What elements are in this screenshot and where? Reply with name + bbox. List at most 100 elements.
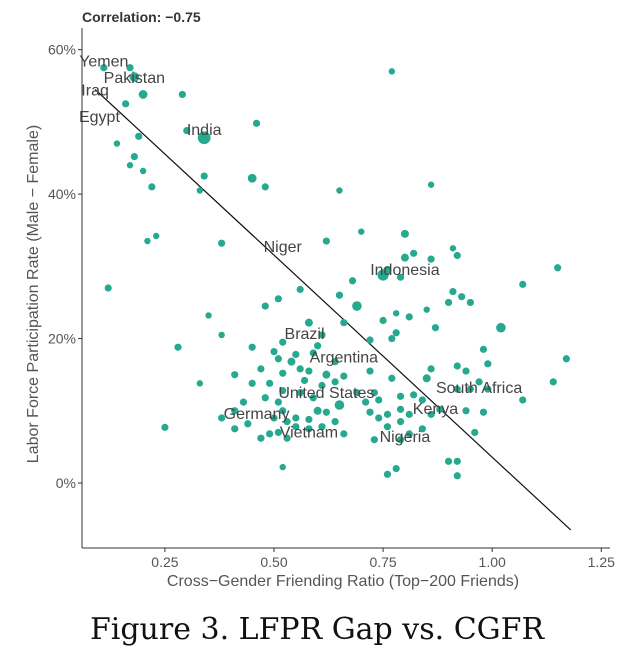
data-point (296, 365, 304, 373)
data-point (466, 385, 474, 393)
x-ticks-group: 0.25 0.50 0.75 1.00 1.25 (151, 548, 615, 570)
data-point (358, 228, 365, 235)
data-point (274, 398, 282, 406)
data-point (129, 72, 140, 82)
data-point (396, 436, 405, 444)
data-point (313, 406, 322, 415)
data-point (340, 372, 348, 380)
country-label: Indonesia (370, 262, 439, 279)
data-point (331, 418, 339, 426)
data-point (331, 358, 339, 366)
data-point (122, 100, 130, 108)
data-point (283, 434, 291, 442)
data-point (247, 173, 257, 183)
data-point (471, 428, 479, 437)
data-point (126, 64, 134, 72)
data-point (305, 415, 313, 424)
data-point (100, 64, 108, 72)
data-point (113, 140, 121, 147)
x-tick-label: 1.00 (479, 554, 506, 570)
data-point (138, 90, 148, 99)
data-point (519, 280, 527, 288)
data-point (400, 229, 409, 238)
figure-caption: Figure 3. LFPR Gap vs. CGFR (89, 612, 545, 647)
x-axis-label: Cross−Gender Friending Ratio (Top−200 Fr… (167, 573, 519, 590)
data-point (405, 313, 413, 321)
data-point (427, 255, 435, 263)
data-point (139, 167, 147, 175)
data-point (200, 172, 208, 180)
data-point (248, 379, 256, 387)
data-point (218, 239, 226, 247)
y-tick-label: 40% (48, 186, 76, 202)
data-point (144, 237, 151, 245)
data-point (274, 355, 282, 363)
data-point (174, 343, 182, 351)
data-point (270, 347, 278, 356)
country-label: Pakistan (104, 70, 165, 87)
data-point (304, 318, 313, 327)
data-point (392, 464, 400, 473)
data-point (322, 370, 331, 379)
country-label: India (187, 122, 222, 139)
x-tick-label: 0.25 (151, 554, 178, 570)
data-point (366, 367, 374, 375)
data-point (554, 264, 562, 272)
data-point (423, 306, 430, 313)
country-label: Iraq (81, 82, 109, 99)
data-point (274, 428, 282, 437)
data-point (370, 389, 378, 397)
data-point (334, 400, 345, 410)
data-point (279, 369, 287, 377)
data-point (405, 430, 413, 438)
data-point (462, 407, 470, 415)
data-point (196, 380, 204, 387)
data-point (453, 251, 461, 260)
data-point (178, 90, 186, 99)
data-point (466, 298, 474, 307)
data-point (104, 284, 112, 292)
data-point (562, 355, 570, 363)
data-point (396, 273, 405, 281)
data-point (396, 418, 405, 426)
data-point (362, 398, 370, 406)
data-point (392, 329, 400, 337)
data-point (453, 385, 461, 393)
data-point (322, 408, 330, 416)
data-point (383, 423, 392, 431)
data-point (279, 386, 287, 395)
data-point (292, 414, 300, 422)
data-point (366, 336, 374, 344)
data-point (296, 389, 304, 397)
data-point (148, 183, 156, 191)
country-label: Brazil (285, 326, 325, 343)
data-point (318, 423, 326, 431)
data-point (410, 391, 418, 399)
data-point (152, 232, 160, 240)
y-axis-label: Labor Force Participation Rate (Male − F… (25, 125, 42, 463)
data-point (436, 405, 444, 413)
data-point (475, 378, 483, 386)
data-point (161, 423, 169, 431)
data-point (309, 349, 317, 357)
data-point (283, 418, 291, 426)
data-point (261, 183, 269, 191)
data-point (352, 301, 362, 311)
data-point (218, 331, 225, 339)
data-point (130, 152, 138, 161)
data-point (431, 324, 440, 332)
data-point (496, 322, 506, 333)
data-point (449, 245, 457, 252)
data-point (126, 162, 134, 169)
data-point (375, 396, 383, 404)
data-point (405, 410, 413, 418)
data-point (287, 357, 296, 366)
data-point (427, 365, 435, 373)
data-point (279, 338, 287, 346)
trend-line-group (94, 88, 572, 531)
data-point (300, 376, 309, 385)
data-point (279, 407, 287, 415)
data-point (305, 425, 313, 433)
data-point (266, 430, 274, 438)
